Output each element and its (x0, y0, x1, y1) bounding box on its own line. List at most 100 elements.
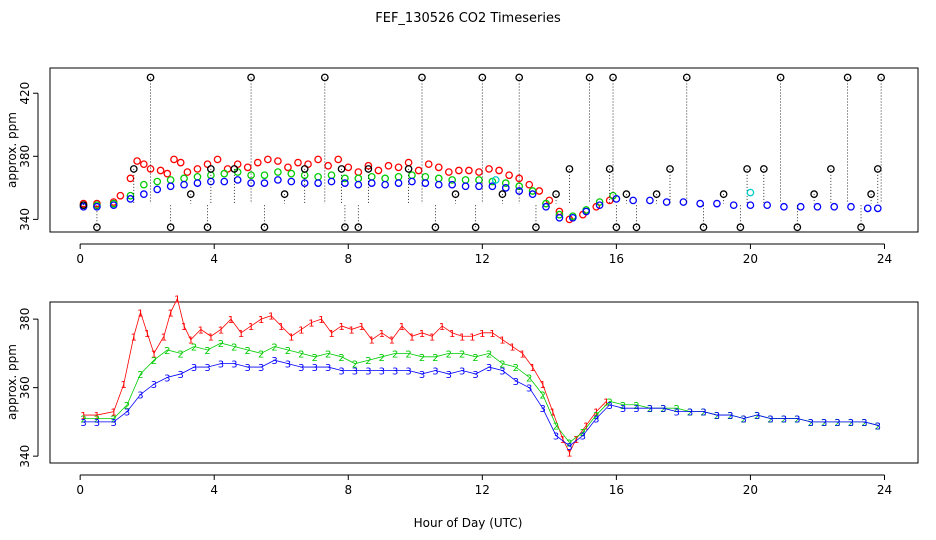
data-point (284, 163, 292, 172)
data-point (478, 73, 487, 82)
data-point: 1 (409, 332, 415, 343)
data-point (451, 190, 460, 199)
data-point: 2 (472, 353, 478, 364)
data-point: 1 (174, 295, 180, 306)
data-point (863, 204, 872, 213)
data-point: 2 (459, 349, 465, 360)
data-point: 3 (566, 442, 572, 453)
data-point: 2 (660, 404, 666, 415)
data-point: 1 (318, 315, 324, 326)
data-point (495, 166, 503, 175)
data-point: 2 (379, 353, 385, 364)
data-point: 1 (583, 421, 589, 432)
data-point (810, 190, 818, 199)
data-point (394, 163, 403, 172)
data-point: 1 (258, 315, 264, 326)
data-point (170, 155, 178, 164)
data-point: 2 (526, 373, 532, 384)
data-point (699, 223, 708, 232)
data-point (374, 166, 383, 175)
data-point: 2 (405, 349, 411, 360)
data-point (555, 213, 564, 222)
data-point: 1 (121, 380, 127, 391)
data-point (595, 198, 604, 206)
data-point (448, 176, 457, 184)
data-point (243, 163, 252, 172)
data-point (612, 195, 621, 203)
data-point: 1 (449, 329, 455, 340)
data-point (418, 73, 426, 82)
data-point (448, 180, 457, 189)
data-point (260, 223, 269, 232)
data-point (622, 190, 631, 199)
data-point (408, 177, 416, 186)
data-point: 1 (593, 408, 599, 419)
bottom-y-axis-label: approx. ppm (5, 344, 19, 420)
data-point: 2 (539, 390, 545, 401)
data-point (253, 158, 262, 167)
series-3 (79, 176, 882, 222)
data-point (796, 202, 805, 211)
data-point: 2 (124, 401, 130, 412)
data-point (354, 168, 363, 176)
data-point (220, 177, 229, 186)
data-point: 3 (231, 360, 237, 371)
data-point: 3 (459, 367, 465, 378)
x-tick-label: 20 (743, 252, 758, 266)
data-point: 2 (285, 346, 291, 357)
data-point (461, 182, 470, 191)
data-point: 3 (781, 414, 787, 425)
data-point (367, 172, 376, 181)
data-point (220, 169, 229, 178)
data-point: 3 (298, 363, 304, 374)
data-point: 1 (550, 408, 556, 419)
data-point: 3 (271, 356, 277, 367)
data-point (126, 195, 135, 203)
data-point (646, 196, 654, 205)
data-point: 3 (325, 363, 331, 374)
data-point: 3 (647, 404, 653, 415)
data-point (126, 174, 135, 183)
data-point (488, 182, 497, 191)
data-point: 2 (446, 349, 452, 360)
data-point: 2 (794, 414, 800, 425)
data-point (652, 190, 661, 199)
data-point (93, 223, 101, 232)
data-point: 3 (338, 367, 344, 378)
data-point (294, 158, 302, 167)
data-point: 3 (821, 418, 827, 429)
data-point: 2 (687, 408, 693, 419)
data-point (274, 176, 282, 184)
data-point (341, 223, 349, 232)
x-tick-label: 24 (877, 252, 892, 266)
data-point (485, 165, 493, 173)
data-point (501, 183, 510, 192)
data-point: 2 (566, 438, 572, 449)
data-point (287, 169, 296, 178)
data-point (421, 179, 430, 187)
data-point: 1 (479, 329, 485, 340)
data-point: 3 (486, 363, 492, 374)
data-point: 3 (137, 390, 143, 401)
data-point: 2 (151, 356, 157, 367)
data-point: 3 (687, 408, 693, 419)
data-point (746, 188, 755, 197)
data-point (166, 176, 175, 184)
data-point (505, 171, 513, 180)
data-point: 1 (144, 329, 150, 340)
x-tick-label: 16 (609, 483, 624, 497)
data-point (542, 199, 550, 208)
data-point (263, 155, 272, 164)
data-point (180, 180, 188, 189)
data-point: 3 (124, 408, 130, 419)
data-point (746, 201, 755, 210)
data-point (414, 166, 423, 175)
data-point: 1 (110, 408, 116, 419)
data-point: 3 (794, 414, 800, 425)
data-point: 1 (198, 325, 204, 336)
data-point: 1 (469, 332, 475, 343)
data-point (498, 190, 507, 199)
data-point (793, 223, 802, 232)
data-point: 1 (566, 449, 572, 460)
